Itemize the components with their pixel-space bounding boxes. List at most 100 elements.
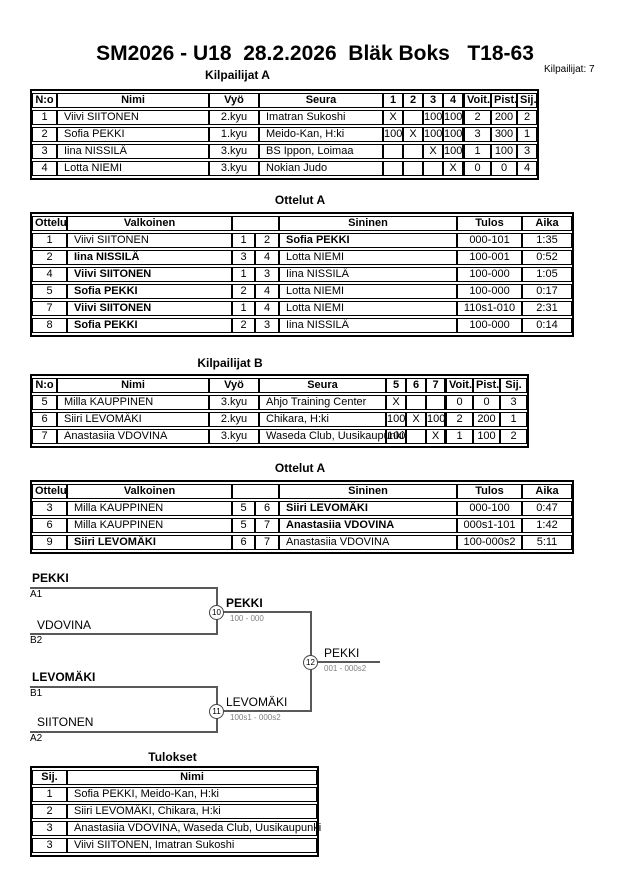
table-row: 7 Viivi SIITONEN 1 4 Lotta NIEMI 110s1-0… <box>32 301 572 316</box>
cell-no: 2 <box>32 127 57 142</box>
cell-club: Waseda Club, Uusikaupunki <box>259 429 404 444</box>
cell-place: 3 <box>517 144 537 159</box>
cell-blue-no: 2 <box>255 233 279 248</box>
cell-wins: 2 <box>463 110 491 125</box>
cell-name: Siiri LEVOMÄKI <box>57 412 209 427</box>
cell-points: 0 <box>491 161 517 176</box>
col-time: Aika <box>522 216 572 231</box>
cell-white-no: 1 <box>232 267 255 282</box>
page-title: SM2026 - U18 28.2.2026 Bläk Boks T18-63 <box>96 42 534 65</box>
cell-r3: 100 <box>423 110 443 125</box>
cell-r1: X <box>386 395 406 410</box>
table-row: 3 Iina NISSILÄ 3.kyu BS Ippon, Loimaa X … <box>32 144 537 159</box>
cell-r4: 100 <box>443 110 463 125</box>
cell-name: Viivi SIITONEN <box>57 110 209 125</box>
cell-club: BS Ippon, Loimaa <box>259 144 383 159</box>
cell-blue-no: 7 <box>255 518 279 533</box>
col-belt: Vyö <box>209 378 259 393</box>
table-row: 5 Milla KAUPPINEN 3.kyu Ahjo Training Ce… <box>32 395 527 410</box>
cell-blue-no: 3 <box>255 267 279 282</box>
cell-no: 4 <box>32 161 57 176</box>
cell-belt: 2.kyu <box>209 412 259 427</box>
table-row: 2 Siiri LEVOMÄKI, Chikara, H:ki <box>32 804 317 819</box>
cell-r3: X <box>423 144 443 159</box>
bracket-slot-name: SIITONEN <box>37 715 94 729</box>
cell-time: 0:17 <box>522 284 572 299</box>
cell-white-no: 1 <box>232 233 255 248</box>
col-club: Seura <box>259 93 383 108</box>
table-row: 2 Sofia PEKKI 1.kyu Meido-Kan, H:ki 100 … <box>32 127 537 142</box>
cell-r3: 100 <box>423 127 443 142</box>
cell-place: 2 <box>517 110 537 125</box>
cell-name: Anastasiia VDOVINA, Waseda Club, Uusikau… <box>67 821 321 836</box>
cell-wins: 2 <box>445 412 473 427</box>
cell-result: 000-100 <box>457 501 522 516</box>
cell-club: Imatran Sukoshi <box>259 110 383 125</box>
cell-r2 <box>406 395 426 410</box>
competitors-count: Kilpailijat: 7 <box>544 64 595 75</box>
bracket-seed: B2 <box>30 635 43 646</box>
bracket-line <box>216 710 310 712</box>
cell-club: Meido-Kan, H:ki <box>259 127 383 142</box>
cell-name: Sofia PEKKI, Meido-Kan, H:ki <box>67 787 317 802</box>
bracket-line <box>30 686 216 688</box>
pool-b-title: Kilpailijat B <box>197 356 263 370</box>
cell-result: 000-101 <box>457 233 522 248</box>
cell-r4: X <box>443 161 463 176</box>
col-blue: Sininen <box>279 484 457 499</box>
cell-white: Viivi SIITONEN <box>67 301 232 316</box>
cell-white-no: 2 <box>232 284 255 299</box>
cell-name: Lotta NIEMI <box>57 161 209 176</box>
cell-blue-no: 3 <box>255 318 279 333</box>
cell-time: 0:52 <box>522 250 572 265</box>
cell-match-no: 9 <box>32 535 67 550</box>
col-points: Pist. <box>491 93 517 108</box>
table-row: 5 Sofia PEKKI 2 4 Lotta NIEMI 100-000 0:… <box>32 284 572 299</box>
cell-place: 4 <box>517 161 537 176</box>
cell-white: Viivi SIITONEN <box>67 233 232 248</box>
col-no: N:o <box>32 378 57 393</box>
cell-place: 2 <box>500 429 527 444</box>
col-opp6: 6 <box>406 378 426 393</box>
match-number-badge: 10 <box>209 605 224 620</box>
table-header-row: Sij. Nimi <box>32 770 317 785</box>
cell-time: 1:35 <box>522 233 572 248</box>
table-row: 6 Milla KAUPPINEN 5 7 Anastasiia VDOVINA… <box>32 518 572 533</box>
bracket-seed: B1 <box>30 688 43 699</box>
cell-points: 0 <box>473 395 500 410</box>
results-title: Tulokset <box>148 750 197 764</box>
cell-r2 <box>406 429 426 444</box>
pool-a-title: Kilpailijat A <box>205 68 270 82</box>
cell-name: Anastasiia VDOVINA <box>57 429 209 444</box>
table-header-row: Ottelu Valkoinen Sininen Tulos Aika <box>32 484 572 499</box>
cell-match-no: 8 <box>32 318 67 333</box>
col-opp3: 3 <box>423 93 443 108</box>
cell-name: Sofia PEKKI <box>57 127 209 142</box>
cell-place: 3 <box>500 395 527 410</box>
col-numbers <box>232 216 279 231</box>
bracket-score: 001 - 000s2 <box>324 664 367 673</box>
cell-points: 100 <box>491 144 517 159</box>
cell-match-no: 2 <box>32 250 67 265</box>
table-row: 2 Iina NISSILÄ 3 4 Lotta NIEMI 100-001 0… <box>32 250 572 265</box>
cell-r1: 100 <box>386 429 406 444</box>
cell-r3: X <box>426 429 445 444</box>
cell-white: Milla KAUPPINEN <box>67 501 232 516</box>
elimination-bracket: PEKKI A1 VDOVINA B2 LEVOMÄKI B1 SIITONEN… <box>30 570 600 750</box>
cell-wins: 0 <box>463 161 491 176</box>
cell-r3 <box>426 395 445 410</box>
cell-blue: Anastasiia VDOVINA <box>279 518 457 533</box>
bracket-winner-name: LEVOMÄKI <box>226 695 288 709</box>
cell-no: 5 <box>32 395 57 410</box>
cell-wins: 3 <box>463 127 491 142</box>
cell-blue: Lotta NIEMI <box>279 301 457 316</box>
cell-wins: 0 <box>445 395 473 410</box>
cell-points: 100 <box>473 429 500 444</box>
cell-r4: 100 <box>443 144 463 159</box>
col-place: Sij. <box>32 770 67 785</box>
bracket-line <box>30 633 216 635</box>
cell-points: 300 <box>491 127 517 142</box>
cell-place: 1 <box>500 412 527 427</box>
cell-club: Chikara, H:ki <box>259 412 386 427</box>
